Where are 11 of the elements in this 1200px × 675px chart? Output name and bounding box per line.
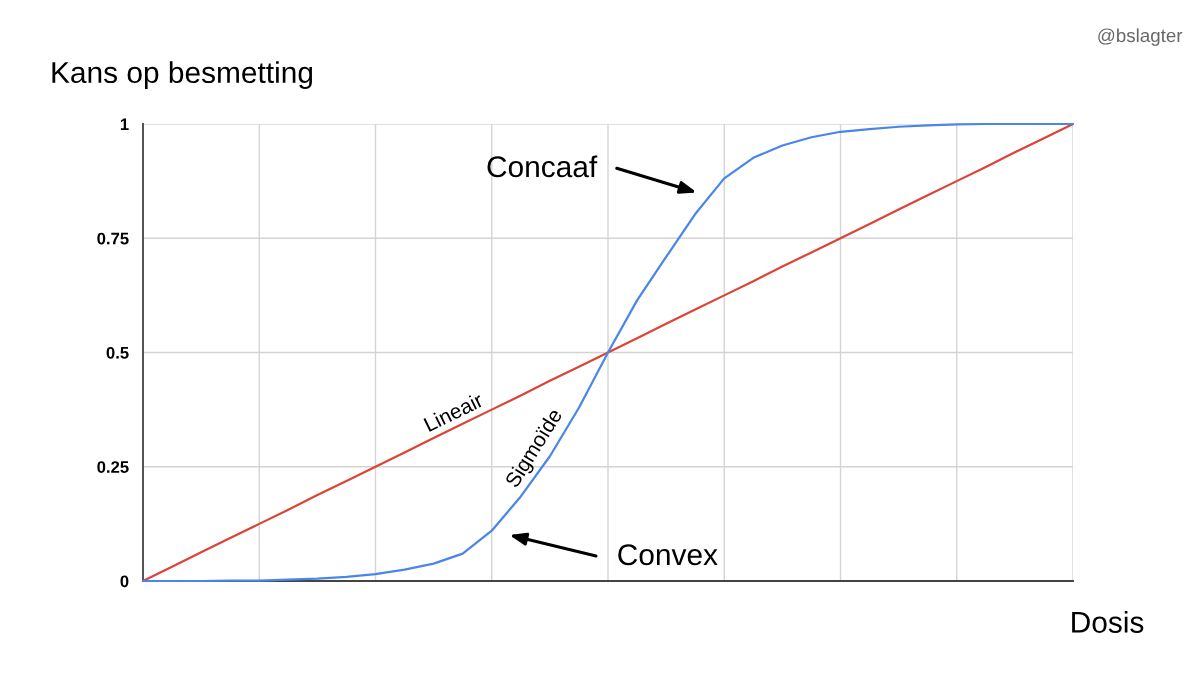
annotation: Concaaf (487, 155, 598, 178)
text: @bslagter (1098, 28, 1183, 46)
annotation: Convex (618, 544, 718, 566)
y-tick-label: 1 (120, 118, 129, 131)
y-tick-label: 0.75 (97, 232, 129, 245)
x-axis-title: Dosis (1072, 610, 1144, 633)
y-tick-label: 0 (120, 575, 129, 588)
y-tick-label: 0.25 (97, 461, 129, 473)
y-tick-label: 0.5 (106, 346, 129, 359)
y-axis-title: Kans op besmetting (52, 61, 313, 90)
line-series (141, 122, 1075, 583)
